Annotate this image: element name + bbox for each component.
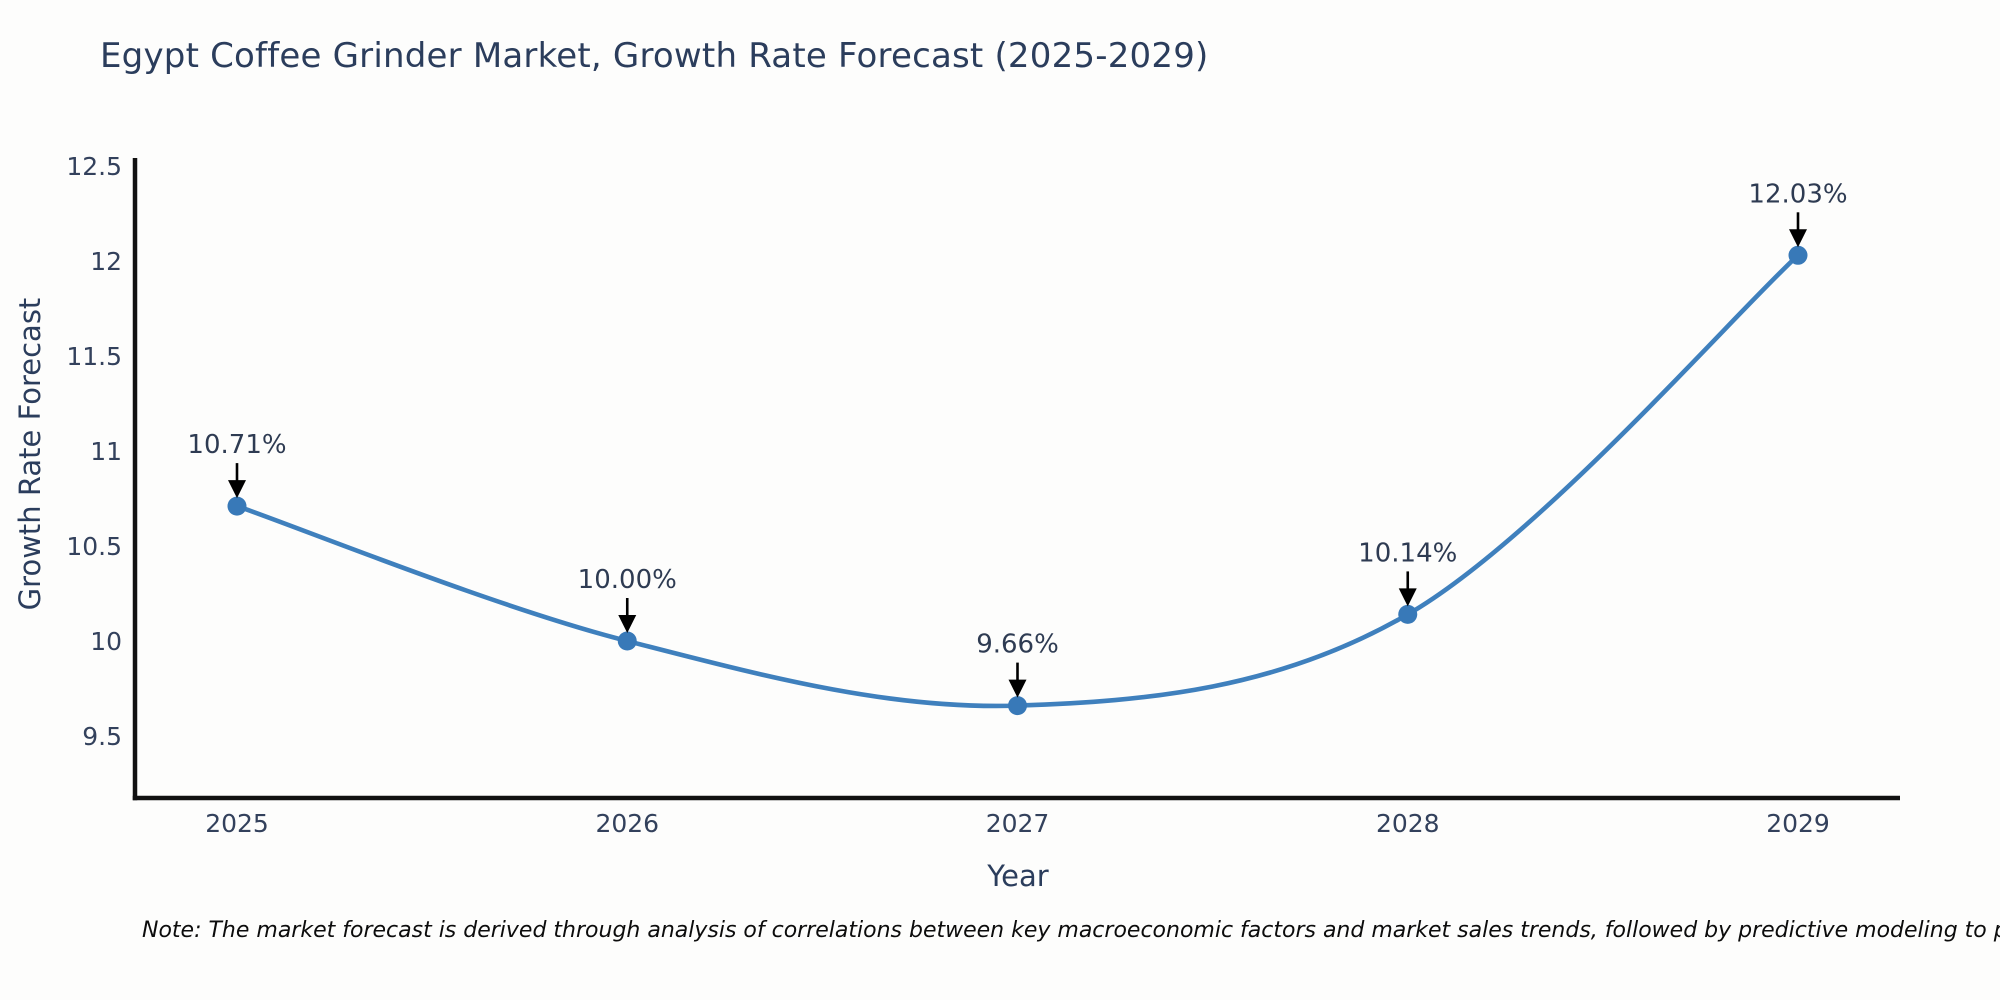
x-tick-label: 2026 (595, 809, 659, 838)
x-tick-label: 2028 (1376, 809, 1440, 838)
y-tick-label: 12.5 (66, 152, 122, 181)
annotation-arrowhead-icon (228, 480, 246, 499)
x-axis-title: Year (987, 859, 1049, 893)
annotation-arrowhead-icon (618, 615, 637, 633)
forecast-line (234, 253, 1801, 709)
y-tick-label: 11 (90, 437, 122, 466)
data-point-2027[interactable] (1008, 696, 1027, 716)
point-value-label: 10.00% (578, 565, 677, 595)
y-tick-label: 10 (90, 627, 122, 656)
y-tick-label: 10.5 (66, 532, 122, 561)
y-tick-label: 12 (90, 247, 122, 276)
annotation-arrowhead-icon (1789, 229, 1807, 248)
x-tick-label: 2029 (1766, 809, 1830, 838)
y-tick-label: 9.5 (82, 722, 122, 751)
axes (132, 158, 1900, 801)
data-point-2026[interactable] (617, 631, 637, 651)
chart-title: Egypt Coffee Grinder Market, Growth Rate… (100, 36, 1209, 76)
point-annotations: 10.71% 10.00% 9.66% 10.14% 12.03% (187, 179, 1848, 698)
point-value-label: 10.71% (187, 430, 286, 460)
data-point-2025[interactable] (227, 496, 247, 516)
point-value-label: 10.14% (1358, 538, 1457, 568)
y-tick-label: 11.5 (66, 342, 122, 371)
annotation-arrowhead-icon (1398, 588, 1417, 607)
x-tick-label: 2025 (205, 809, 269, 838)
data-point-2029[interactable] (1788, 245, 1808, 265)
annotation-arrowhead-icon (1008, 679, 1027, 698)
methodology-note: Note: The market forecast is derived thr… (142, 918, 2000, 943)
x-tick-label: 2027 (986, 809, 1050, 838)
data-point-2028[interactable] (1398, 604, 1418, 624)
growth-rate-line-series (227, 245, 1808, 716)
point-value-label: 9.66% (976, 630, 1059, 660)
point-value-label: 12.03% (1748, 179, 1847, 209)
tick-labels: 9.5 10 10.5 11 11.5 12 12.5 2025 2026 2027 2028 202… (66, 152, 1829, 838)
